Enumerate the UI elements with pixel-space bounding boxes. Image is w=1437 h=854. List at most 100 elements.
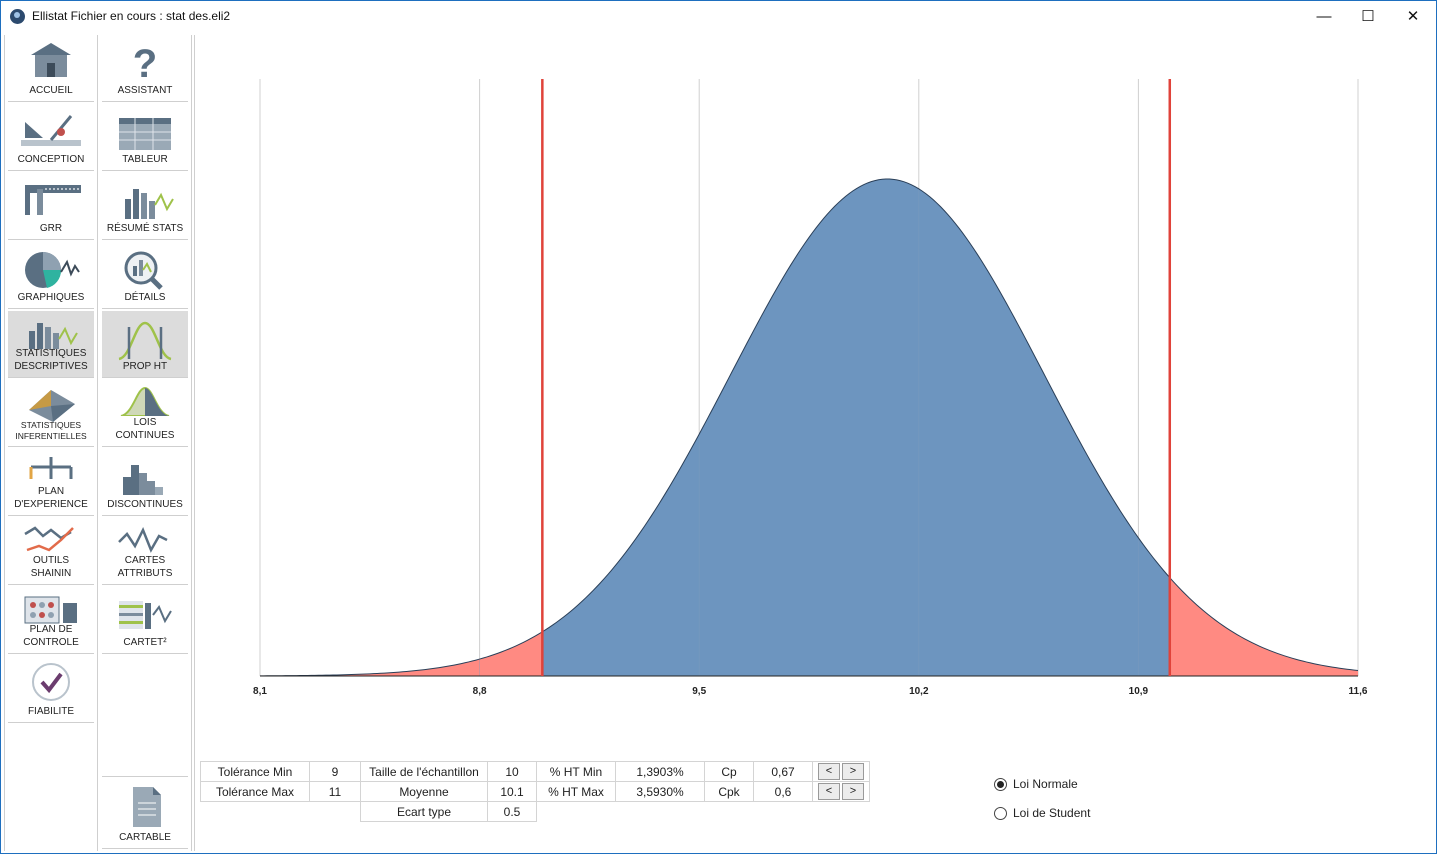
x-tick-label: 10,2 [909, 686, 929, 697]
minimize-button[interactable]: — [1316, 8, 1332, 25]
radio-selected-icon [994, 778, 1007, 792]
law-student-radio[interactable]: Loi de Student [994, 806, 1091, 821]
cp-value: 0,67 [753, 761, 813, 782]
mean-label: Moyenne [360, 781, 488, 802]
ht-max-label: % HT Max [536, 781, 616, 802]
module-label: GRAPHIQUES [17, 292, 85, 303]
x-tick-label: 11,6 [1349, 686, 1368, 697]
spreadsheet-icon [119, 118, 171, 150]
shainin-icon [24, 526, 74, 552]
module-grr[interactable]: GRR [8, 173, 94, 240]
tol-max-value[interactable]: 11 [309, 781, 361, 802]
module-plan-experience[interactable]: PLAN D'EXPERIENCE [8, 449, 94, 516]
cp-nav: < > [812, 761, 870, 782]
cp-prev-button[interactable]: < [818, 763, 840, 780]
module-fiabilite[interactable]: FIABILITE [8, 656, 94, 723]
law-student-label: Loi de Student [1013, 806, 1091, 820]
submodule-label: ASSISTANT [117, 85, 173, 96]
x-tick-label: 8,8 [473, 686, 487, 697]
submodule-label: TABLEUR [122, 154, 168, 165]
app-logo-icon [10, 9, 25, 24]
module-label: STATISTIQUES DESCRIPTIVES [14, 348, 88, 372]
x-tick-label: 9,5 [692, 686, 706, 697]
cpk-prev-button[interactable]: < [818, 783, 840, 800]
std-value[interactable]: 0.5 [487, 801, 537, 822]
svg-text:?: ? [133, 42, 157, 85]
mean-value[interactable]: 10.1 [487, 781, 537, 802]
submodule-label: RÉSUMÉ STATS [106, 223, 184, 234]
submodule-label: CARTET² [123, 637, 167, 648]
reliability-check-icon [32, 663, 70, 701]
submodule-prop-ht[interactable]: PROP HT [102, 311, 188, 378]
module-label: PLAN DE CONTROLE [23, 624, 79, 648]
control-chart-icon [118, 526, 168, 553]
within-tolerance-area [542, 179, 1170, 676]
module-plan-de-controle[interactable]: PLAN DE CONTROLE [8, 587, 94, 654]
caliper-icon [25, 185, 81, 215]
close-button[interactable]: ✕ [1406, 8, 1420, 25]
module-sidebar: ACCUEIL CONCEPTION GRR [4, 35, 98, 851]
cartable-button[interactable]: CARTABLE [102, 776, 188, 849]
module-accueil[interactable]: ACCUEIL [8, 35, 94, 102]
module-outils-shainin[interactable]: OUTILS SHAININ [8, 518, 94, 585]
continuous-law-icon [120, 386, 170, 416]
cpk-next-button[interactable]: > [842, 783, 864, 800]
tol-min-value[interactable]: 9 [309, 761, 361, 782]
stats-row: Ecart type 0.5 [201, 801, 870, 822]
cartable-label: CARTABLE [119, 832, 171, 843]
module-statistiques-inferentielles[interactable]: STATISTIQUES INFERENTIELLES [8, 380, 94, 447]
distribution-tails-icon [118, 321, 172, 361]
std-label: Ecart type [360, 801, 488, 822]
home-icon [31, 43, 71, 77]
sample-label: Taille de l'échantillon [360, 761, 488, 782]
card-t2-icon [119, 601, 172, 629]
sample-value[interactable]: 10 [487, 761, 537, 782]
descriptive-stats-icon [29, 323, 78, 349]
radio-unselected-icon [994, 807, 1007, 821]
control-plan-icon [24, 596, 77, 624]
module-label: CONCEPTION [17, 154, 85, 165]
lower-tail-area [260, 631, 543, 676]
module-conception[interactable]: CONCEPTION [8, 104, 94, 171]
histogram-icon [123, 465, 163, 495]
submodule-cartes-attributs[interactable]: CARTES ATTRIBUTS [102, 518, 188, 585]
maximize-button[interactable]: ☐ [1361, 8, 1375, 25]
question-icon: ? [133, 42, 157, 85]
experiment-plan-icon [29, 457, 73, 479]
cp-label: Cp [704, 761, 754, 782]
submodule-label: PROP HT [122, 361, 168, 372]
conception-icon [21, 115, 81, 146]
submodule-details[interactable]: DÉTAILS [102, 242, 188, 309]
submodule-label: CARTES ATTRIBUTS [117, 555, 173, 579]
upper-tail-area [1169, 577, 1358, 676]
magnifier-chart-icon [124, 251, 163, 290]
ht-max-value: 3,5930% [615, 781, 705, 802]
submodule-label: DÉTAILS [124, 292, 166, 303]
pie-chart-icon [25, 252, 80, 288]
law-normal-radio[interactable]: Loi Normale [994, 777, 1078, 792]
distribution-chart: 8,1 8,8 9,5 10,2 10,9 11,6 [253, 79, 1368, 697]
submodule-discontinues[interactable]: DISCONTINUES [102, 449, 188, 516]
module-graphiques[interactable]: GRAPHIQUES [8, 242, 94, 309]
x-tick-label: 10,9 [1129, 686, 1149, 697]
submodule-resume-stats[interactable]: RÉSUMÉ STATS [102, 173, 188, 240]
tol-min-label: Tolérance Min [200, 761, 310, 782]
submodule-sidebar: ? ASSISTANT TABLEUR RÉSUMÉ STATS [99, 35, 192, 851]
window-title: Ellistat Fichier en cours : stat des.eli… [32, 9, 231, 23]
module-label: PLAN D'EXPERIENCE [14, 486, 88, 510]
cp-next-button[interactable]: > [842, 763, 864, 780]
stats-row: Tolérance Min 9 Taille de l'échantillon … [200, 761, 870, 782]
module-statistiques-descriptives[interactable]: STATISTIQUES DESCRIPTIVES [8, 311, 94, 378]
submodule-carte-t2[interactable]: CARTET² [102, 587, 188, 654]
module-label: OUTILS SHAININ [30, 555, 72, 579]
submodule-tableur[interactable]: TABLEUR [102, 104, 188, 171]
submodule-assistant[interactable]: ? ASSISTANT [102, 35, 188, 102]
stats-row: Tolérance Max 11 Moyenne 10.1 % HT Max 3… [200, 781, 870, 802]
summary-stats-icon [125, 189, 174, 219]
module-label: FIABILITE [27, 706, 75, 717]
submodule-lois-continues[interactable]: LOIS CONTINUES [102, 380, 188, 447]
cpk-value: 0,6 [753, 781, 813, 802]
document-icon [133, 787, 161, 827]
submodule-label: DISCONTINUES [107, 499, 183, 510]
